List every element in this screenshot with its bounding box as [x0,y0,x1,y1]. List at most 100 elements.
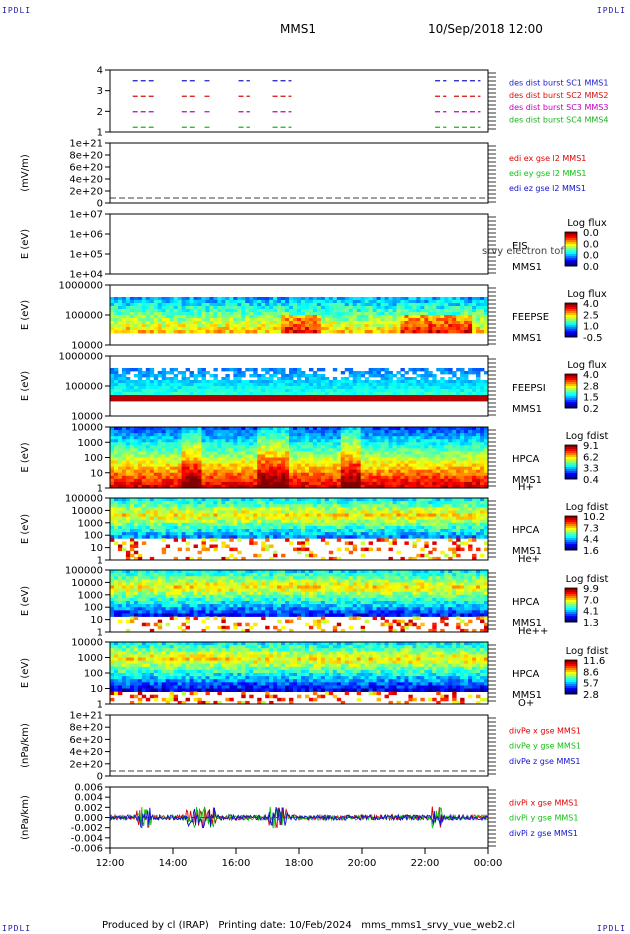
panel-6-spectrogram [110,498,489,561]
colorbar-swatch [565,317,577,320]
panel-9-ytick-label: 6e+20 [69,735,103,746]
panel-3-colorbar-tick: 4.0 [583,299,599,310]
colorbar-swatch [565,323,577,326]
panel-8-spacecraft-label: MMS1 [512,690,542,701]
colorbar-swatch [565,376,577,379]
panel-7-instrument-label: HPCA [512,597,540,608]
panel-5-ytick-label: 1000 [78,438,103,449]
panel-10-legend-entry: divPi z gse MMS1 [509,829,578,838]
colorbar-swatch [565,404,577,407]
colorbar-swatch [565,248,577,251]
panel-10-ytick-label: -0.006 [71,844,103,855]
colorbar-swatch [565,325,577,328]
panel-9-legend-entry: divPe z gse MMS1 [509,757,580,766]
panel-2-frame-top [109,213,489,275]
colorbar-swatch [565,256,577,259]
colorbar-swatch [565,445,577,448]
panel-3-instrument-label: FEEPSE [512,312,549,323]
panel-1-ylabel: (mV/m) [20,154,31,192]
panel-1-ytick-label: 0 [97,199,103,210]
panel-5-frame-top [109,426,489,489]
panel-7-ytick-label: 1000 [78,590,103,601]
panel-10-ytick-label: 0.004 [74,793,103,804]
colorbar-swatch [565,246,577,249]
colorbar-swatch [565,331,577,334]
panel-6-ytick-label: 10 [90,543,103,554]
colorbar-swatch [565,236,577,239]
colorbar-swatch [565,384,577,387]
panel-0-legend-entry: des dist burst SC4 MMS4 [509,116,608,125]
panel-7-colorbar-tick: 9.9 [583,584,599,595]
panel-2-ytick-label: 1e+07 [69,210,103,221]
colorbar-swatch [565,329,577,332]
header-datetime: 10/Sep/2018 12:00 [428,22,543,36]
colorbar-swatch [565,538,577,541]
colorbar-swatch [565,600,577,603]
colorbar-frame [564,231,578,267]
panel-10-ytick-label: 0.000 [74,813,103,824]
panel-10-legend-entry: divPi x gse MMS1 [509,798,578,807]
colorbar-swatch [565,238,577,241]
panel-6-ytick-label: 100000 [65,494,103,505]
corner-label-bottom-right: IPDLI [596,924,626,933]
panel-2-ytick-label: 1e+06 [69,230,103,241]
panel-3-colorbar-tick: -0.5 [583,333,603,344]
header-spacecraft: MMS1 [280,22,316,36]
panel-0-ytick-label: 3 [97,86,103,97]
colorbar-swatch [565,588,577,591]
colorbar-swatch [565,386,577,389]
panel-0-legend-entry: des dist burst SC1 MMS1 [509,78,608,87]
panel-6-colorbar-tick: 1.6 [583,546,599,557]
panel-2-colorbar-title: Log flux [567,218,607,229]
colorbar-swatch [565,467,577,470]
panel-1-ytick-label: 2e+20 [69,187,103,198]
panel-9-frame [109,714,489,777]
colorbar-frame [564,302,578,338]
panel-4-colorbar-title: Log flux [567,360,607,371]
colorbar-swatch [565,264,577,267]
colorbar-swatch [565,612,577,615]
colorbar-swatch [565,390,577,393]
panel-7-ytick-label: 100000 [65,566,103,577]
colorbar-swatch [565,660,577,663]
colorbar-swatch [565,461,577,464]
panel-8-ytick-label: 1000 [78,653,103,664]
colorbar-swatch [565,400,577,403]
colorbar-swatch [565,455,577,458]
panel-6-ylabel: E (eV) [20,514,31,544]
colorbar-swatch [565,530,577,533]
colorbar-swatch [565,598,577,601]
panel-6-ytick-label: 100 [84,531,103,542]
colorbar-swatch [565,672,577,675]
colorbar-swatch [565,398,577,401]
panel-10-ytick-label: -0.004 [71,833,103,844]
colorbar-swatch [565,447,577,450]
panel-3-ytick-label: 100000 [65,311,103,322]
panel-6-species-label: He+ [518,554,540,565]
panel-1-ytick-label: 1e+21 [69,139,103,150]
colorbar-swatch [565,592,577,595]
panel-4-colorbar-tick: 2.8 [583,381,599,392]
colorbar-swatch [565,544,577,547]
colorbar-frame [564,444,578,480]
colorbar-swatch [565,608,577,611]
panel-1-legend-entry: edi ex gse l2 MMS1 [509,154,586,163]
panel-1-frame [109,142,489,204]
panel-3-ytick-label: 1000000 [58,281,103,292]
panel-2-ytick-label: 1e+05 [69,250,103,261]
panel-5-ylabel: E (eV) [20,442,31,472]
colorbar-swatch [565,240,577,243]
x-tick-label: 12:00 [96,858,125,869]
colorbar-swatch [565,335,577,338]
panel-8-ytick-label: 10 [90,684,103,695]
panel-0-ytick-label: 2 [97,107,103,118]
panel-5-ytick-label: 10000 [71,423,103,434]
colorbar-swatch [565,319,577,322]
colorbar-swatch [565,520,577,523]
panel-1-legend-entry: edi ez gse l2 MMS1 [509,184,586,193]
panel-7-colorbar-title: Log fdist [566,574,609,585]
colorbar-swatch [565,682,577,685]
panel-9-ytick-label: 0 [97,772,103,783]
panel-5-ytick-label: 100 [84,453,103,464]
colorbar-swatch [565,327,577,330]
